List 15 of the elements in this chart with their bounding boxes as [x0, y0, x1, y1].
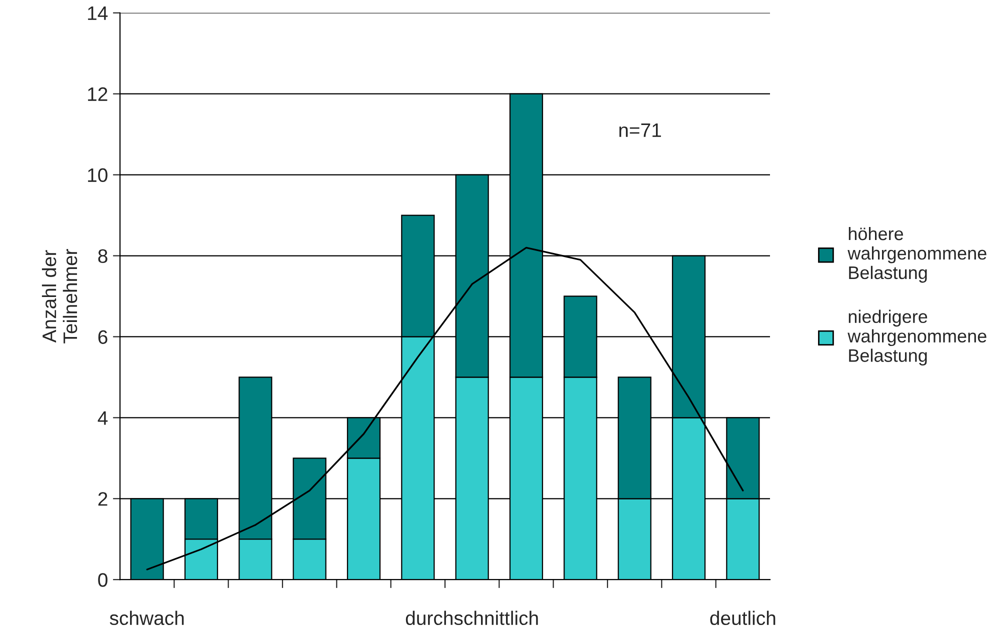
x-tick-label: schwach	[110, 610, 184, 626]
legend-label: niedrigere wahrgenommene Belastung	[848, 310, 986, 366]
y-tick-label: 8	[98, 249, 108, 263]
y-tick-label: 4	[98, 411, 108, 425]
y-tick-label: 12	[88, 87, 108, 101]
y-tick-label: 6	[98, 330, 108, 344]
annotation: n=71	[619, 124, 661, 137]
y-tick-label: 0	[98, 573, 108, 587]
y-tick-label: 10	[88, 168, 108, 182]
x-tick-label: durchschnittlich	[406, 610, 538, 626]
y-axis-title: Anzahl der Teilnehmer	[42, 249, 78, 344]
x-tick-label: deutlich	[710, 610, 776, 626]
legend-label: höhere wahrgenommene Belastung	[848, 226, 986, 283]
y-tick-label: 14	[88, 6, 108, 20]
y-tick-label: 2	[98, 492, 108, 506]
